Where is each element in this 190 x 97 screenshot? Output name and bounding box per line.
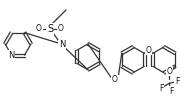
Text: S: S <box>47 24 53 34</box>
Text: N: N <box>8 51 15 60</box>
Text: O: O <box>58 24 64 33</box>
Text: F: F <box>169 87 173 96</box>
Text: O: O <box>112 75 118 84</box>
Text: O: O <box>36 24 42 33</box>
Text: O: O <box>166 67 172 76</box>
Text: F: F <box>159 84 163 93</box>
Text: O: O <box>146 46 151 55</box>
Text: N: N <box>59 40 65 49</box>
Text: F: F <box>175 77 179 86</box>
